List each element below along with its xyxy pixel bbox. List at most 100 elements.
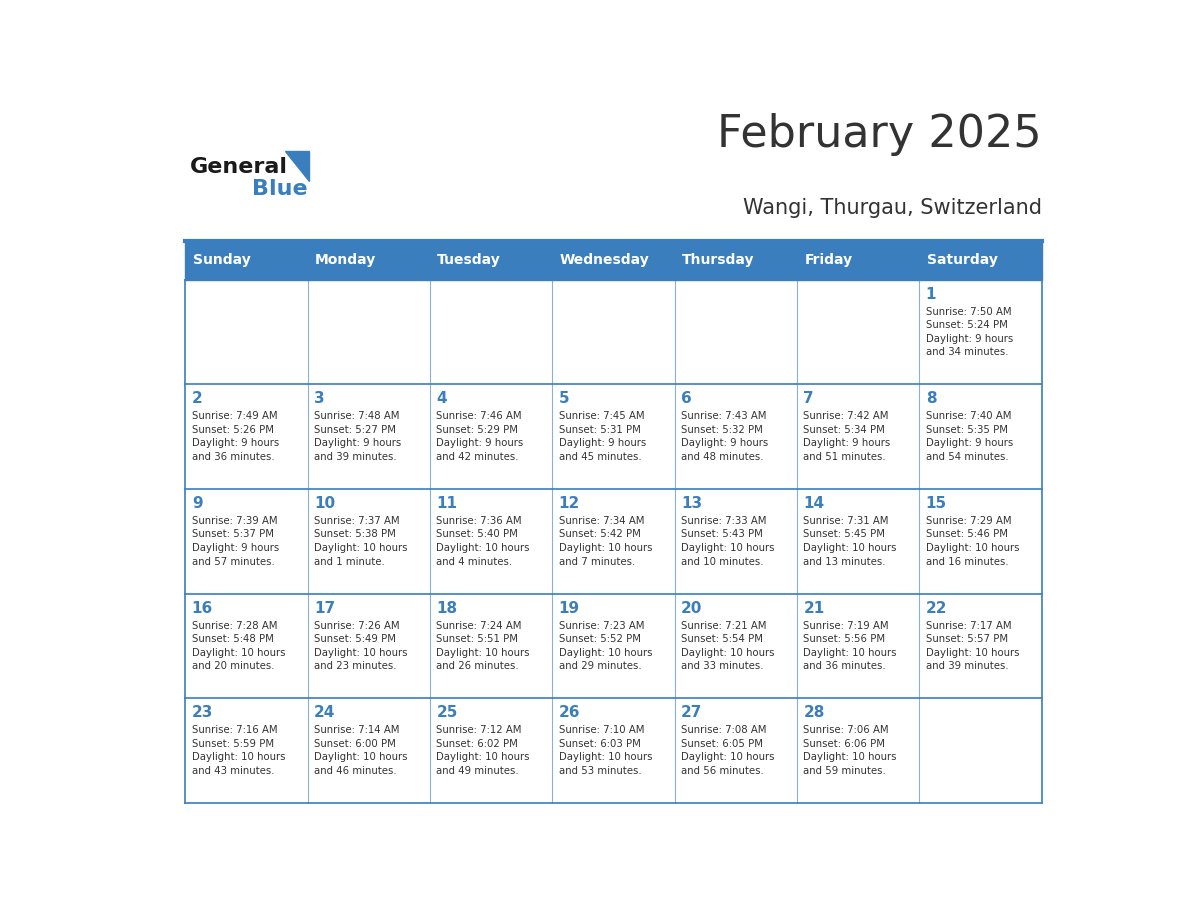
Text: Sunrise: 7:19 AM
Sunset: 5:56 PM
Daylight: 10 hours
and 36 minutes.: Sunrise: 7:19 AM Sunset: 5:56 PM Dayligh… [803, 621, 897, 671]
Text: 2: 2 [191, 391, 202, 407]
Bar [920, 241, 1042, 280]
Bar [797, 280, 920, 385]
Bar [797, 489, 920, 594]
Text: Sunrise: 7:28 AM
Sunset: 5:48 PM
Daylight: 10 hours
and 20 minutes.: Sunrise: 7:28 AM Sunset: 5:48 PM Dayligh… [191, 621, 285, 671]
Text: Sunrise: 7:31 AM
Sunset: 5:45 PM
Daylight: 10 hours
and 13 minutes.: Sunrise: 7:31 AM Sunset: 5:45 PM Dayligh… [803, 516, 897, 566]
Bar [185, 699, 308, 803]
Text: 11: 11 [436, 496, 457, 511]
Text: 22: 22 [925, 600, 947, 616]
Bar [675, 699, 797, 803]
Bar [675, 489, 797, 594]
Bar [308, 241, 430, 280]
Text: Blue: Blue [252, 178, 308, 198]
Text: Sunrise: 7:45 AM
Sunset: 5:31 PM
Daylight: 9 hours
and 45 minutes.: Sunrise: 7:45 AM Sunset: 5:31 PM Dayligh… [558, 411, 646, 462]
Text: Sunrise: 7:37 AM
Sunset: 5:38 PM
Daylight: 10 hours
and 1 minute.: Sunrise: 7:37 AM Sunset: 5:38 PM Dayligh… [314, 516, 407, 566]
Text: Sunrise: 7:06 AM
Sunset: 6:06 PM
Daylight: 10 hours
and 59 minutes.: Sunrise: 7:06 AM Sunset: 6:06 PM Dayligh… [803, 725, 897, 776]
Text: Sunrise: 7:21 AM
Sunset: 5:54 PM
Daylight: 10 hours
and 33 minutes.: Sunrise: 7:21 AM Sunset: 5:54 PM Dayligh… [681, 621, 775, 671]
Bar [430, 280, 552, 385]
Text: Friday: Friday [804, 253, 853, 267]
Text: 23: 23 [191, 705, 213, 721]
Text: 26: 26 [558, 705, 580, 721]
Text: Sunrise: 7:10 AM
Sunset: 6:03 PM
Daylight: 10 hours
and 53 minutes.: Sunrise: 7:10 AM Sunset: 6:03 PM Dayligh… [558, 725, 652, 776]
Bar [185, 280, 308, 385]
Text: 16: 16 [191, 600, 213, 616]
Text: 25: 25 [436, 705, 457, 721]
Text: 12: 12 [558, 496, 580, 511]
Text: Wangi, Thurgau, Switzerland: Wangi, Thurgau, Switzerland [742, 197, 1042, 218]
Text: 18: 18 [436, 600, 457, 616]
Bar [797, 699, 920, 803]
Bar [430, 241, 552, 280]
Text: Thursday: Thursday [682, 253, 754, 267]
Text: Sunrise: 7:16 AM
Sunset: 5:59 PM
Daylight: 10 hours
and 43 minutes.: Sunrise: 7:16 AM Sunset: 5:59 PM Dayligh… [191, 725, 285, 776]
Text: Sunrise: 7:43 AM
Sunset: 5:32 PM
Daylight: 9 hours
and 48 minutes.: Sunrise: 7:43 AM Sunset: 5:32 PM Dayligh… [681, 411, 769, 462]
Text: 8: 8 [925, 391, 936, 407]
Text: 21: 21 [803, 600, 824, 616]
Polygon shape [285, 151, 309, 181]
Text: Sunrise: 7:17 AM
Sunset: 5:57 PM
Daylight: 10 hours
and 39 minutes.: Sunrise: 7:17 AM Sunset: 5:57 PM Dayligh… [925, 621, 1019, 671]
Text: 6: 6 [681, 391, 691, 407]
Text: 14: 14 [803, 496, 824, 511]
Text: 4: 4 [436, 391, 447, 407]
Text: Sunrise: 7:34 AM
Sunset: 5:42 PM
Daylight: 10 hours
and 7 minutes.: Sunrise: 7:34 AM Sunset: 5:42 PM Dayligh… [558, 516, 652, 566]
Text: 1: 1 [925, 286, 936, 302]
Bar [185, 385, 308, 489]
Bar [308, 489, 430, 594]
Bar [430, 594, 552, 699]
Text: Sunrise: 7:24 AM
Sunset: 5:51 PM
Daylight: 10 hours
and 26 minutes.: Sunrise: 7:24 AM Sunset: 5:51 PM Dayligh… [436, 621, 530, 671]
Bar [675, 241, 797, 280]
Bar [430, 489, 552, 594]
Text: Sunrise: 7:26 AM
Sunset: 5:49 PM
Daylight: 10 hours
and 23 minutes.: Sunrise: 7:26 AM Sunset: 5:49 PM Dayligh… [314, 621, 407, 671]
Text: Sunrise: 7:12 AM
Sunset: 6:02 PM
Daylight: 10 hours
and 49 minutes.: Sunrise: 7:12 AM Sunset: 6:02 PM Dayligh… [436, 725, 530, 776]
Text: 3: 3 [314, 391, 324, 407]
Text: Sunrise: 7:14 AM
Sunset: 6:00 PM
Daylight: 10 hours
and 46 minutes.: Sunrise: 7:14 AM Sunset: 6:00 PM Dayligh… [314, 725, 407, 776]
Text: 28: 28 [803, 705, 824, 721]
Bar [308, 280, 430, 385]
Text: Sunrise: 7:33 AM
Sunset: 5:43 PM
Daylight: 10 hours
and 10 minutes.: Sunrise: 7:33 AM Sunset: 5:43 PM Dayligh… [681, 516, 775, 566]
Bar [308, 594, 430, 699]
Bar [920, 385, 1042, 489]
Text: 7: 7 [803, 391, 814, 407]
Text: 5: 5 [558, 391, 569, 407]
Bar [185, 241, 308, 280]
Text: 19: 19 [558, 600, 580, 616]
Bar [185, 489, 308, 594]
Text: Sunrise: 7:29 AM
Sunset: 5:46 PM
Daylight: 10 hours
and 16 minutes.: Sunrise: 7:29 AM Sunset: 5:46 PM Dayligh… [925, 516, 1019, 566]
Bar [675, 594, 797, 699]
Text: Wednesday: Wednesday [560, 253, 650, 267]
Text: Sunday: Sunday [192, 253, 251, 267]
Text: Sunrise: 7:50 AM
Sunset: 5:24 PM
Daylight: 9 hours
and 34 minutes.: Sunrise: 7:50 AM Sunset: 5:24 PM Dayligh… [925, 307, 1013, 357]
Text: 27: 27 [681, 705, 702, 721]
Bar [552, 489, 675, 594]
Bar [552, 594, 675, 699]
Text: February 2025: February 2025 [716, 113, 1042, 156]
Bar [797, 385, 920, 489]
Text: Sunrise: 7:48 AM
Sunset: 5:27 PM
Daylight: 9 hours
and 39 minutes.: Sunrise: 7:48 AM Sunset: 5:27 PM Dayligh… [314, 411, 402, 462]
Bar [920, 489, 1042, 594]
Text: General: General [190, 157, 287, 177]
Bar [552, 241, 675, 280]
Bar [552, 385, 675, 489]
Text: Sunrise: 7:36 AM
Sunset: 5:40 PM
Daylight: 10 hours
and 4 minutes.: Sunrise: 7:36 AM Sunset: 5:40 PM Dayligh… [436, 516, 530, 566]
Text: 20: 20 [681, 600, 702, 616]
Text: 10: 10 [314, 496, 335, 511]
Text: Sunrise: 7:23 AM
Sunset: 5:52 PM
Daylight: 10 hours
and 29 minutes.: Sunrise: 7:23 AM Sunset: 5:52 PM Dayligh… [558, 621, 652, 671]
Text: Sunrise: 7:40 AM
Sunset: 5:35 PM
Daylight: 9 hours
and 54 minutes.: Sunrise: 7:40 AM Sunset: 5:35 PM Dayligh… [925, 411, 1013, 462]
Text: 13: 13 [681, 496, 702, 511]
Text: Sunrise: 7:42 AM
Sunset: 5:34 PM
Daylight: 9 hours
and 51 minutes.: Sunrise: 7:42 AM Sunset: 5:34 PM Dayligh… [803, 411, 891, 462]
Text: Sunrise: 7:08 AM
Sunset: 6:05 PM
Daylight: 10 hours
and 56 minutes.: Sunrise: 7:08 AM Sunset: 6:05 PM Dayligh… [681, 725, 775, 776]
Bar [797, 594, 920, 699]
Bar [552, 280, 675, 385]
Text: 17: 17 [314, 600, 335, 616]
Bar [552, 699, 675, 803]
Bar [430, 699, 552, 803]
Text: 15: 15 [925, 496, 947, 511]
Text: Sunrise: 7:49 AM
Sunset: 5:26 PM
Daylight: 9 hours
and 36 minutes.: Sunrise: 7:49 AM Sunset: 5:26 PM Dayligh… [191, 411, 279, 462]
Bar [308, 699, 430, 803]
Text: 24: 24 [314, 705, 335, 721]
Bar [430, 385, 552, 489]
Bar [920, 280, 1042, 385]
Bar [308, 385, 430, 489]
Bar [797, 241, 920, 280]
Bar [920, 594, 1042, 699]
